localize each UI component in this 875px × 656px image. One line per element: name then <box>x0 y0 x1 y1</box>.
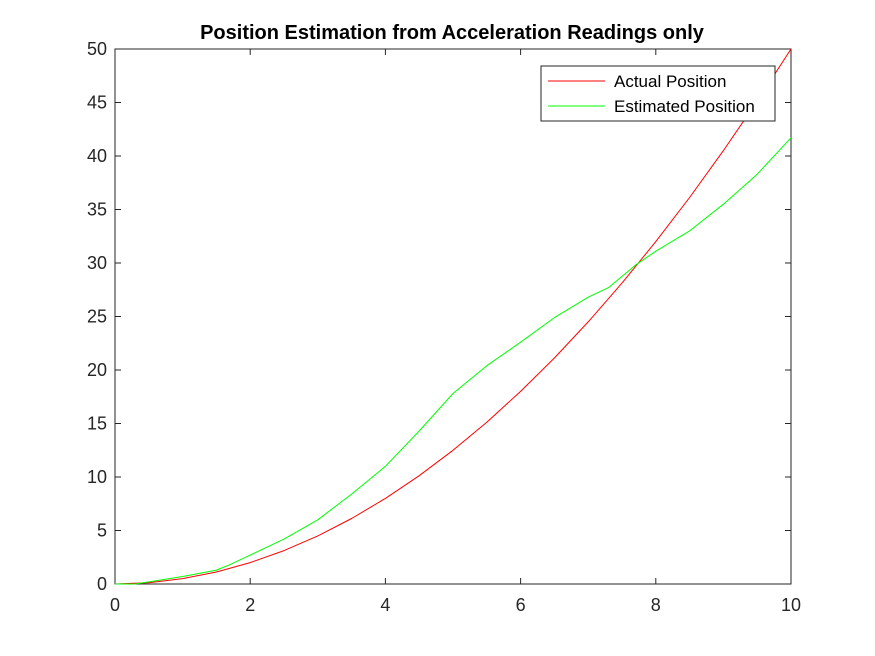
series-line-estimated-position <box>115 137 792 585</box>
y-tick-label: 30 <box>87 253 107 273</box>
x-tick-label: 4 <box>380 595 390 615</box>
y-tick-label: 15 <box>87 414 107 434</box>
y-tick-label: 0 <box>97 574 107 594</box>
y-tick-label: 25 <box>87 307 107 327</box>
y-tick-label: 45 <box>87 93 107 113</box>
x-tick-label: 2 <box>245 595 255 615</box>
x-axis: 0 2 4 6 8 10 <box>110 49 801 615</box>
y-tick-label: 35 <box>87 200 107 220</box>
x-tick-label: 8 <box>651 595 661 615</box>
legend-box <box>540 65 776 122</box>
x-tick-label: 6 <box>516 595 526 615</box>
legend: Actual Position Estimated Position <box>540 65 776 122</box>
plot-area <box>114 48 792 585</box>
chart-title: Position Estimation from Acceleration Re… <box>200 22 705 44</box>
y-tick-label: 5 <box>97 521 107 541</box>
series-line-actual-position <box>114 48 792 585</box>
y-tick-label: 10 <box>87 467 107 487</box>
x-tick-label: 10 <box>781 595 801 615</box>
legend-label-estimated: Estimated Position <box>614 97 755 116</box>
y-tick-label: 40 <box>87 146 107 166</box>
y-tick-label: 20 <box>87 360 107 380</box>
legend-label-actual: Actual Position <box>614 72 726 91</box>
series-layer <box>114 48 792 585</box>
x-tick-label: 0 <box>110 595 120 615</box>
y-tick-label: 50 <box>87 39 107 59</box>
y-axis: 0 5 10 15 20 25 30 35 40 45 50 <box>87 39 791 594</box>
